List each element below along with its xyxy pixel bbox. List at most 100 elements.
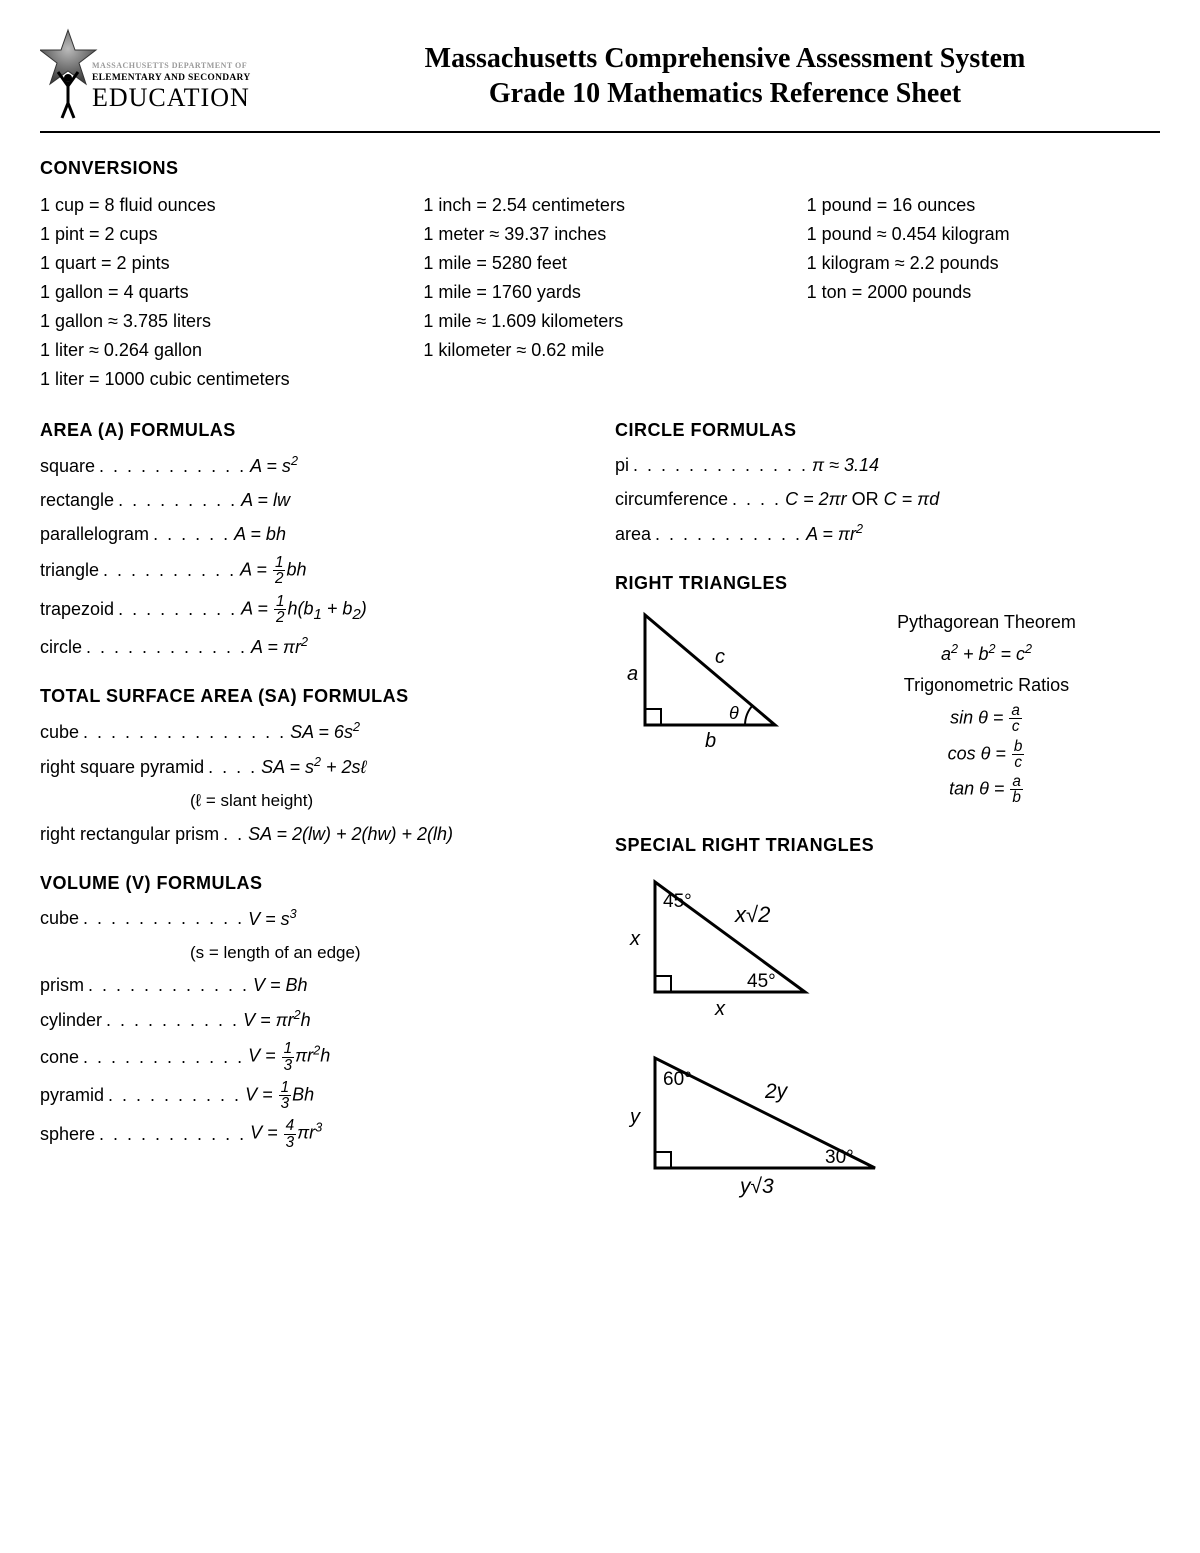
volume-heading: VOLUME (V) FORMULAS	[40, 870, 585, 897]
triangle-45-45-90: x 45° x√2 45° x	[615, 867, 845, 1027]
svg-text:x√2: x√2	[734, 902, 770, 927]
circle-formulas: pi. . . . . . . . . . . . .π ≈ 3.14 circu…	[615, 452, 1160, 548]
formula-expression: V = 13Bh	[245, 1080, 314, 1112]
formula-note: (s = length of an edge)	[190, 940, 585, 966]
formula-label: cone	[40, 1044, 79, 1071]
right-triangle-block: a b c θ Pythagorean Theorem a2 + b2 = c2…	[615, 605, 1160, 810]
dept-logo: MASSACHUSETTS DEPARTMENT OF ELEMENTARY A…	[40, 28, 270, 123]
area-formulas: square. . . . . . . . . . .A = s2 rectang…	[40, 452, 585, 661]
triangle-30-60-90: y 60° 2y 30° y√3	[615, 1043, 905, 1203]
formula-row: prism. . . . . . . . . . . .V = Bh	[40, 972, 585, 999]
conversion-line: 1 pint = 2 cups	[40, 221, 393, 248]
conversions-heading: CONVERSIONS	[40, 155, 1160, 182]
svg-text:45°: 45°	[747, 971, 776, 992]
conversion-line: 1 kilometer ≈ 0.62 mile	[423, 337, 776, 364]
formula-expression: A = πr2	[251, 633, 308, 661]
pythagorean-formula: a2 + b2 = c2	[813, 640, 1160, 668]
formula-row: right square pyramid. . . .SA = s2 + 2sℓ	[40, 753, 585, 781]
formula-row: circle. . . . . . . . . . . .A = πr2	[40, 633, 585, 661]
conversion-line: 1 gallon ≈ 3.785 liters	[40, 308, 393, 335]
formula-label: right square pyramid	[40, 754, 204, 781]
formula-label: cube	[40, 905, 79, 932]
conversion-line: 1 pound ≈ 0.454 kilogram	[807, 221, 1160, 248]
special-right-triangles: x 45° x√2 45° x y 60° 2y 30° y√3	[615, 867, 1160, 1203]
conversions-grid: 1 cup = 8 fluid ounces1 pint = 2 cups1 q…	[40, 190, 1160, 395]
formula-expression: V = 43πr3	[250, 1118, 322, 1150]
formula-expression: A = lw	[241, 487, 290, 514]
formula-expression: A = 12bh	[240, 555, 306, 587]
formula-row: circumference . . . .C = 2πr OR C = πd	[615, 486, 1160, 513]
formula-expression: A = s2	[250, 452, 298, 480]
conversion-line: 1 kilogram ≈ 2.2 pounds	[807, 250, 1160, 277]
conversion-line: 1 mile ≈ 1.609 kilometers	[423, 308, 776, 335]
formula-label: cube	[40, 719, 79, 746]
formula-label: cylinder	[40, 1007, 102, 1034]
formula-expression: A = bh	[234, 521, 286, 548]
right-triangle-formulas: Pythagorean Theorem a2 + b2 = c2 Trigono…	[813, 605, 1160, 810]
rt-heading: RIGHT TRIANGLES	[615, 570, 1160, 597]
srt-heading: SPECIAL RIGHT TRIANGLES	[615, 832, 1160, 859]
formula-label: area	[615, 521, 651, 548]
formula-row: sphere. . . . . . . . . . .V = 43πr3	[40, 1118, 585, 1150]
left-column: AREA (A) FORMULAS square. . . . . . . . …	[40, 395, 585, 1219]
formula-expression: A = 12h(b1 + b2)	[241, 594, 367, 627]
rt-label-c: c	[715, 646, 725, 668]
formula-label: prism	[40, 972, 84, 999]
conversion-line: 1 mile = 5280 feet	[423, 250, 776, 277]
conversions-col3: 1 pound = 16 ounces1 pound ≈ 0.454 kilog…	[807, 190, 1160, 395]
formula-label: pyramid	[40, 1082, 104, 1109]
volume-formulas: cube. . . . . . . . . . . .V = s3 (s = le…	[40, 905, 585, 1150]
title-line2: Grade 10 Mathematics Reference Sheet	[290, 76, 1160, 111]
formula-label: sphere	[40, 1121, 95, 1148]
svg-text:x: x	[714, 998, 726, 1020]
conversion-line: 1 gallon = 4 quarts	[40, 279, 393, 306]
dept-line1: MASSACHUSETTS DEPARTMENT OF	[92, 61, 247, 70]
formula-label: pi	[615, 452, 629, 479]
svg-text:x: x	[629, 928, 641, 950]
formula-row: trapezoid. . . . . . . . .A = 12h(b1 + b…	[40, 594, 585, 627]
area-heading: AREA (A) FORMULAS	[40, 417, 585, 444]
formula-row: pyramid. . . . . . . . . .V = 13Bh	[40, 1080, 585, 1112]
formula-row: triangle. . . . . . . . . .A = 12bh	[40, 555, 585, 587]
formula-row: pi. . . . . . . . . . . . .π ≈ 3.14	[615, 452, 1160, 479]
formula-row: square. . . . . . . . . . .A = s2	[40, 452, 585, 480]
formula-expression: V = Bh	[253, 972, 308, 999]
page-title: Massachusetts Comprehensive Assessment S…	[290, 41, 1160, 111]
pythagorean-label: Pythagorean Theorem	[813, 609, 1160, 636]
dept-line3: EDUCATION	[92, 83, 250, 112]
tan-formula: tan θ = ab	[813, 774, 1160, 806]
formula-row: cylinder. . . . . . . . . .V = πr2h	[40, 1006, 585, 1034]
right-triangle-diagram: a b c θ	[615, 605, 795, 763]
formula-label: triangle	[40, 557, 99, 584]
formula-expression: V = s3	[248, 905, 297, 933]
formula-row: parallelogram. . . . . .A = bh	[40, 521, 585, 548]
conversion-line: 1 quart = 2 pints	[40, 250, 393, 277]
svg-text:2y: 2y	[764, 1080, 789, 1103]
conversion-line: 1 cup = 8 fluid ounces	[40, 192, 393, 219]
formula-label: circle	[40, 634, 82, 661]
conversion-line: 1 pound = 16 ounces	[807, 192, 1160, 219]
svg-text:y: y	[628, 1106, 641, 1128]
formula-row: cone. . . . . . . . . . . .V = 13πr2h	[40, 1041, 585, 1073]
cos-formula: cos θ = bc	[813, 739, 1160, 771]
svg-text:y√3: y√3	[738, 1175, 774, 1198]
sin-formula: sin θ = ac	[813, 703, 1160, 735]
rt-label-b: b	[705, 730, 716, 752]
svg-text:30°: 30°	[825, 1147, 854, 1168]
conversion-line: 1 liter ≈ 0.264 gallon	[40, 337, 393, 364]
sa-heading: TOTAL SURFACE AREA (SA) FORMULAS	[40, 683, 585, 710]
conversion-line: 1 liter = 1000 cubic centimeters	[40, 366, 393, 393]
formula-note: (ℓ = slant height)	[190, 788, 585, 814]
dept-line2: ELEMENTARY AND SECONDARY	[92, 73, 251, 83]
formula-label: rectangle	[40, 487, 114, 514]
formula-expression: SA = 2(lw) + 2(hw) + 2(lh)	[248, 821, 453, 848]
formula-row: cube. . . . . . . . . . . .V = s3	[40, 905, 585, 933]
formula-expression: C = 2πr OR C = πd	[785, 486, 939, 513]
formula-row: right rectangular prism. .SA = 2(lw) + 2…	[40, 821, 585, 848]
trig-label: Trigonometric Ratios	[813, 672, 1160, 699]
circle-heading: CIRCLE FORMULAS	[615, 417, 1160, 444]
sa-formulas: cube. . . . . . . . . . . . . . .SA = 6s…	[40, 718, 585, 848]
formula-expression: A = πr2	[806, 520, 863, 548]
formula-label: parallelogram	[40, 521, 149, 548]
conversion-line: 1 mile = 1760 yards	[423, 279, 776, 306]
